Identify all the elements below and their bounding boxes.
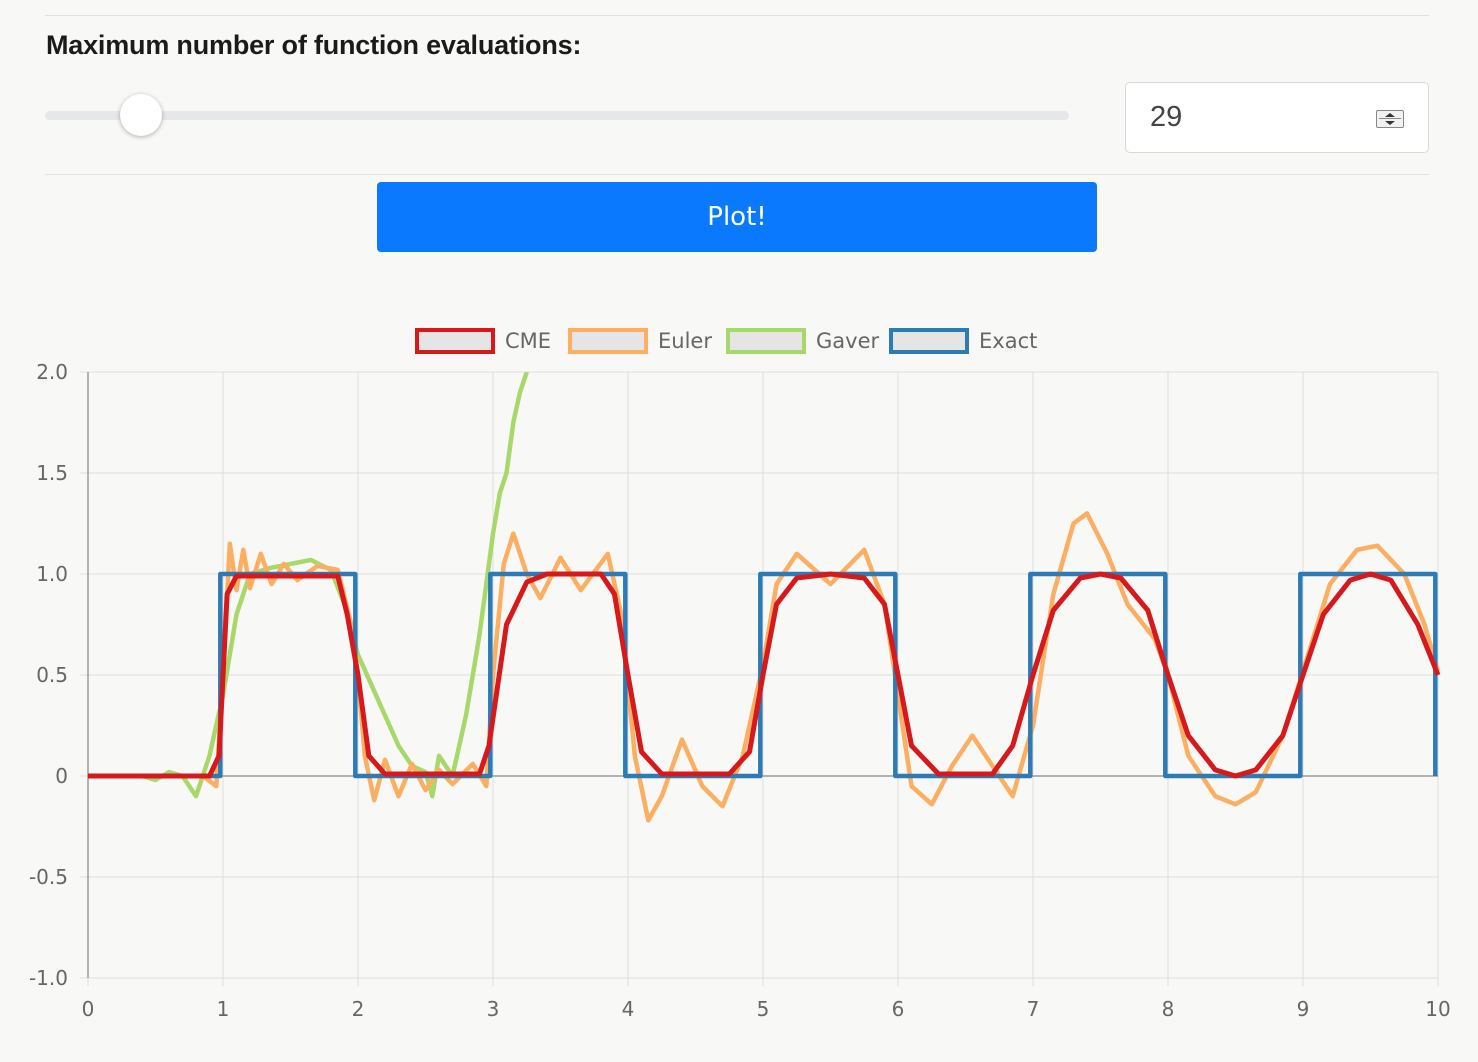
results-chart: 0 1 2 3 4 5 6 7 8 9 10 2.0 1.5 1.0 0.5 0 -0.5 -1.0 CME Eule…: [29, 328, 1451, 1021]
plot-button[interactable]: Plot!: [377, 182, 1097, 252]
y-tick-label: 0.5: [36, 663, 68, 687]
series-line-cme: [88, 571, 1441, 779]
x-tick-label: 9: [1297, 997, 1310, 1021]
chart-legend: CME Euler Gaver Exact: [415, 328, 1037, 354]
legend-label-exact: Exact: [979, 329, 1037, 353]
legend-label-gaver: Gaver: [816, 329, 879, 353]
max-evals-input[interactable]: 29: [1125, 82, 1429, 153]
x-tick-label: 8: [1162, 997, 1175, 1021]
y-tick-label: -0.5: [29, 865, 68, 889]
y-tick-label: -1.0: [29, 966, 68, 990]
x-tick-label: 3: [487, 997, 500, 1021]
y-tick-label: 1.5: [36, 461, 68, 485]
divider-middle: [45, 174, 1429, 175]
x-tick-label: 10: [1425, 997, 1450, 1021]
x-tick-label: 2: [352, 997, 365, 1021]
series-line-gaver: [88, 372, 529, 799]
number-spinner-icon[interactable]: [1376, 110, 1404, 128]
max-evals-label: Maximum number of function evaluations:: [46, 30, 582, 60]
slider-thumb[interactable]: [119, 94, 162, 136]
legend-swatch-cme: [415, 328, 495, 354]
divider-top: [45, 15, 1429, 16]
y-tick-label: 0: [55, 764, 68, 788]
series-line-exact: [88, 571, 1438, 779]
x-tick-label: 5: [757, 997, 770, 1021]
x-tick-label: 1: [217, 997, 230, 1021]
legend-swatch-euler: [568, 328, 648, 354]
y-tick-label: 1.0: [36, 562, 68, 586]
legend-label-euler: Euler: [658, 329, 712, 353]
max-evals-value: 29: [1150, 101, 1183, 133]
legend-label-cme: CME: [505, 329, 551, 353]
legend-swatch-gaver: [726, 328, 806, 354]
legend-swatch-exact: [889, 328, 969, 354]
max-evals-slider[interactable]: [45, 111, 1069, 120]
y-tick-label: 2.0: [36, 360, 68, 384]
x-tick-label: 0: [82, 997, 95, 1021]
x-tick-label: 6: [892, 997, 905, 1021]
x-tick-label: 7: [1027, 997, 1040, 1021]
x-tick-label: 4: [622, 997, 635, 1021]
